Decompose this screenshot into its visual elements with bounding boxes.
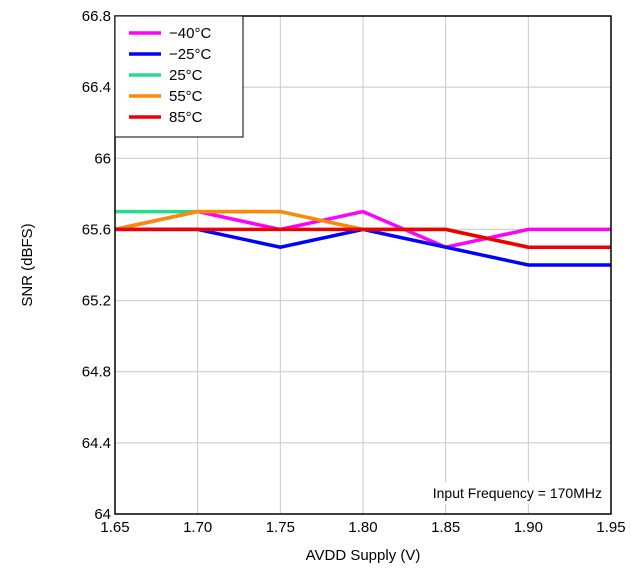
x-tick-label: 1.85: [431, 519, 460, 536]
x-tick-label: 1.90: [514, 519, 543, 536]
x-tick-label: 1.70: [183, 519, 212, 536]
series-line-4: [115, 227, 611, 249]
legend-label: 25°C: [169, 67, 203, 84]
x-tick-label: 1.80: [348, 519, 377, 536]
x-tick-labels: 1.65 1.70 1.75 1.80 1.85 1.90 1.95: [100, 519, 625, 536]
y-tick-label: 66.8: [82, 8, 111, 25]
y-tick-label: 66: [94, 150, 111, 167]
series-lines: [114, 209, 611, 267]
y-tick-label: 65.6: [82, 221, 111, 238]
x-tick-label: 1.75: [266, 519, 295, 536]
y-tick-label: 66.4: [82, 79, 111, 96]
legend: −40°C −25°C 25°C 55°C 85°C: [114, 15, 244, 138]
x-tick-label: 1.65: [100, 519, 129, 536]
y-tick-labels: 64 64.4 64.8 65.2 65.6 66 66.4 66.8: [82, 8, 111, 523]
legend-label: 55°C: [169, 88, 203, 105]
y-tick-label: 65.2: [82, 293, 111, 310]
legend-label: 85°C: [169, 109, 203, 126]
annotation-box: [428, 482, 606, 504]
y-tick-label: 64: [94, 506, 111, 523]
annotation-input-frequency: Input Frequency = 170MHz: [433, 485, 602, 501]
legend-label: −40°C: [169, 25, 211, 42]
x-tick-label: 1.95: [596, 519, 625, 536]
x-axis-label: AVDD Supply (V): [306, 547, 421, 564]
y-tick-label: 64.8: [82, 364, 111, 381]
y-tick-label: 64.4: [82, 435, 111, 452]
y-axis-label: SNR (dBFS): [19, 223, 36, 306]
legend-label: −25°C: [169, 46, 211, 63]
plot-frame: [114, 15, 612, 515]
